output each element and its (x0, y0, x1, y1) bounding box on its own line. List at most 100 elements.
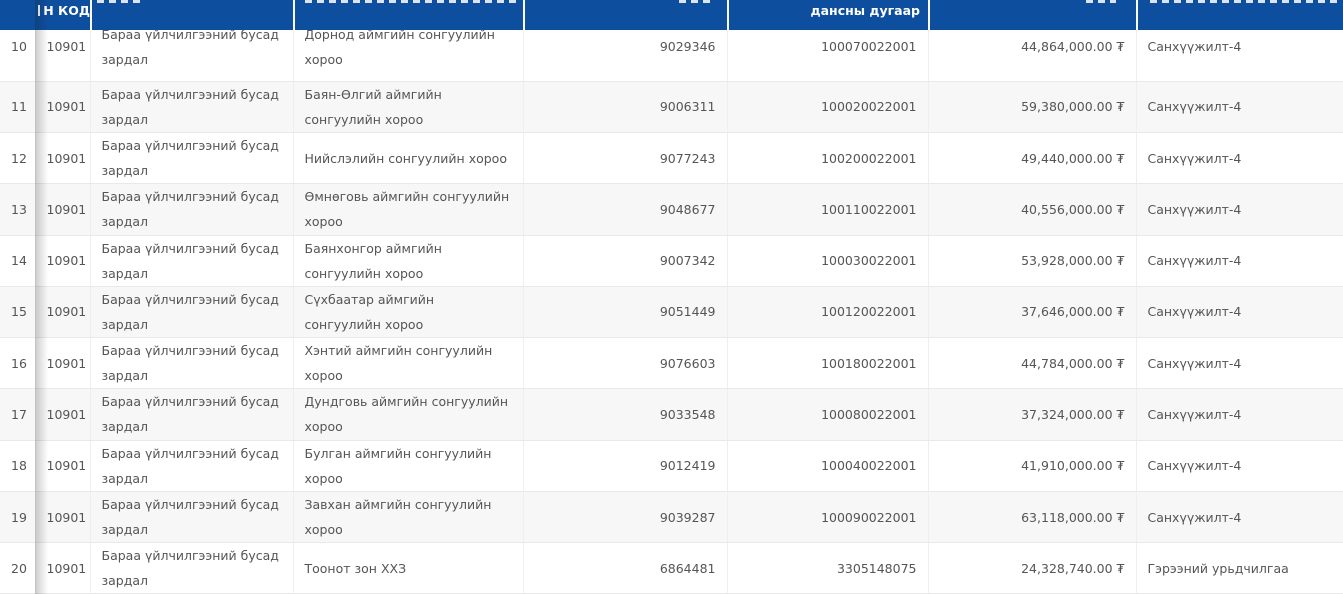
cell-funding: Гэрээний урьдчилгаа (1136, 542, 1343, 594)
cell-rownum: 18 (0, 440, 36, 492)
cell-rownum: 17 (0, 388, 36, 441)
cell-amount: 37,324,000.00 ₮ (928, 388, 1137, 441)
cell-reference: 9076603 (523, 337, 728, 390)
cell-rownum: 14 (0, 235, 36, 287)
cell-amount: 41,910,000.00 ₮ (928, 440, 1137, 492)
cell-rownum: 10 (0, 30, 36, 82)
table-row[interactable]: 10 10901 Бараа үйлчилгээний бусад зардал… (0, 30, 1343, 82)
cell-organization: Тоонот зон ХХЗ (293, 542, 524, 594)
cell-reference: 9051449 (523, 286, 728, 339)
clipped-header-text (1150, 0, 1338, 3)
cell-organization: Дорнод аймгийн сонгуулийн хороо (293, 30, 524, 82)
cell-expense: Бараа үйлчилгээний бусад зардал (90, 81, 294, 134)
cell-rownum: 20 (0, 542, 36, 594)
clipped-letter-stub (38, 5, 41, 16)
cell-code: 10901 (35, 286, 91, 339)
cell-code: 10901 (35, 183, 91, 236)
cell-code: 10901 (35, 81, 91, 134)
cell-code: 10901 (35, 440, 91, 492)
cell-account: 3305148075 (727, 542, 929, 594)
cell-account: 100120022001 (727, 286, 929, 339)
clipped-header-text (305, 0, 519, 3)
cell-reference: 9077243 (523, 132, 728, 185)
cell-amount: 59,380,000.00 ₮ (928, 81, 1137, 134)
cell-reference: 9007342 (523, 235, 728, 287)
cell-funding: Санхүүжилт-4 (1136, 440, 1343, 492)
header-expense[interactable] (90, 0, 293, 30)
table-row[interactable]: 18 10901 Бараа үйлчилгээний бусад зардал… (0, 440, 1343, 492)
cell-code: 10901 (35, 235, 91, 287)
cell-amount: 49,440,000.00 ₮ (928, 132, 1137, 185)
cell-expense: Бараа үйлчилгээний бусад зардал (90, 235, 294, 287)
table-row[interactable]: 13 10901 Бараа үйлчилгээний бусад зардал… (0, 183, 1343, 236)
cell-organization: Дундговь аймгийн сонгуулийн хороо (293, 388, 524, 441)
cell-code: 10901 (35, 132, 91, 185)
cell-funding: Санхүүжилт-4 (1136, 337, 1343, 390)
cell-account: 100110022001 (727, 183, 929, 236)
cell-reference: 9048677 (523, 183, 728, 236)
cell-expense: Бараа үйлчилгээний бусад зардал (90, 542, 294, 594)
table-body-viewport[interactable]: 10 10901 Бараа үйлчилгээний бусад зардал… (0, 30, 1343, 594)
cell-funding: Санхүүжилт-4 (1136, 30, 1343, 82)
cell-reference: 9039287 (523, 491, 728, 544)
cell-amount: 63,118,000.00 ₮ (928, 491, 1137, 544)
cell-amount: 24,328,740.00 ₮ (928, 542, 1137, 594)
header-organization[interactable] (293, 0, 523, 30)
header-code-label: Н КОД (43, 3, 90, 18)
cell-account: 100040022001 (727, 440, 929, 492)
table-row[interactable]: 20 10901 Бараа үйлчилгээний бусад зардал… (0, 542, 1343, 594)
table-row[interactable]: 15 10901 Бараа үйлчилгээний бусад зардал… (0, 286, 1343, 339)
cell-funding: Санхүүжилт-4 (1136, 286, 1343, 339)
cell-funding: Санхүүжилт-4 (1136, 235, 1343, 287)
cell-organization: Өмнөговь аймгийн сонгуулийн хороо (293, 183, 524, 236)
cell-funding: Санхүүжилт-4 (1136, 491, 1343, 544)
cell-account: 100180022001 (727, 337, 929, 390)
cell-account: 100020022001 (727, 81, 929, 134)
table-header-row: Н КОД дансны дугаар (0, 0, 1343, 30)
cell-organization: Сүхбаатар аймгийн сонгуулийн хороо (293, 286, 524, 339)
table-row[interactable]: 12 10901 Бараа үйлчилгээний бусад зардал… (0, 132, 1343, 185)
cell-funding: Санхүүжилт-4 (1136, 132, 1343, 185)
cell-expense: Бараа үйлчилгээний бусад зардал (90, 132, 294, 185)
cell-organization: Баянхонгор аймгийн сонгуулийн хороо (293, 235, 524, 287)
cell-expense: Бараа үйлчилгээний бусад зардал (90, 30, 294, 82)
table-row[interactable]: 11 10901 Бараа үйлчилгээний бусад зардал… (0, 81, 1343, 134)
header-amount[interactable] (928, 0, 1136, 30)
cell-rownum: 19 (0, 491, 36, 544)
cell-reference: 9012419 (523, 440, 728, 492)
cell-expense: Бараа үйлчилгээний бусад зардал (90, 491, 294, 544)
header-code[interactable]: Н КОД (35, 0, 90, 30)
cell-code: 10901 (35, 30, 91, 82)
cell-rownum: 16 (0, 337, 36, 390)
table-row[interactable]: 19 10901 Бараа үйлчилгээний бусад зардал… (0, 491, 1343, 544)
header-funding[interactable] (1136, 0, 1343, 30)
cell-organization: Завхан аймгийн сонгуулийн хороо (293, 491, 524, 544)
cell-amount: 44,864,000.00 ₮ (928, 30, 1137, 82)
cell-rownum: 12 (0, 132, 36, 185)
cell-reference: 9029346 (523, 30, 728, 82)
cell-amount: 44,784,000.00 ₮ (928, 337, 1137, 390)
table-body: 10 10901 Бараа үйлчилгээний бусад зардал… (0, 30, 1343, 594)
cell-code: 10901 (35, 491, 91, 544)
table-row[interactable]: 17 10901 Бараа үйлчилгээний бусад зардал… (0, 388, 1343, 441)
table-row[interactable]: 14 10901 Бараа үйлчилгээний бусад зардал… (0, 235, 1343, 287)
data-table: 10 10901 Бараа үйлчилгээний бусад зардал… (0, 30, 1343, 594)
header-account[interactable]: дансны дугаар (727, 0, 928, 30)
cell-amount: 40,556,000.00 ₮ (928, 183, 1137, 236)
cell-organization: Хэнтий аймгийн сонгуулийн хороо (293, 337, 524, 390)
cell-reference: 9006311 (523, 81, 728, 134)
cell-code: 10901 (35, 388, 91, 441)
header-reference[interactable] (523, 0, 727, 30)
cell-expense: Бараа үйлчилгээний бусад зардал (90, 183, 294, 236)
header-rownum (0, 0, 35, 30)
table-row[interactable]: 16 10901 Бараа үйлчилгээний бусад зардал… (0, 337, 1343, 390)
cell-reference: 6864481 (523, 542, 728, 594)
cell-account: 100080022001 (727, 388, 929, 441)
cell-funding: Санхүүжилт-4 (1136, 183, 1343, 236)
clipped-header-text (1086, 0, 1116, 3)
cell-rownum: 13 (0, 183, 36, 236)
cell-amount: 37,646,000.00 ₮ (928, 286, 1137, 339)
cell-rownum: 11 (0, 81, 36, 134)
cell-expense: Бараа үйлчилгээний бусад зардал (90, 286, 294, 339)
